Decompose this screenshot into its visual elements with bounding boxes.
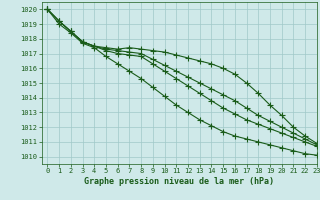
X-axis label: Graphe pression niveau de la mer (hPa): Graphe pression niveau de la mer (hPa): [84, 177, 274, 186]
